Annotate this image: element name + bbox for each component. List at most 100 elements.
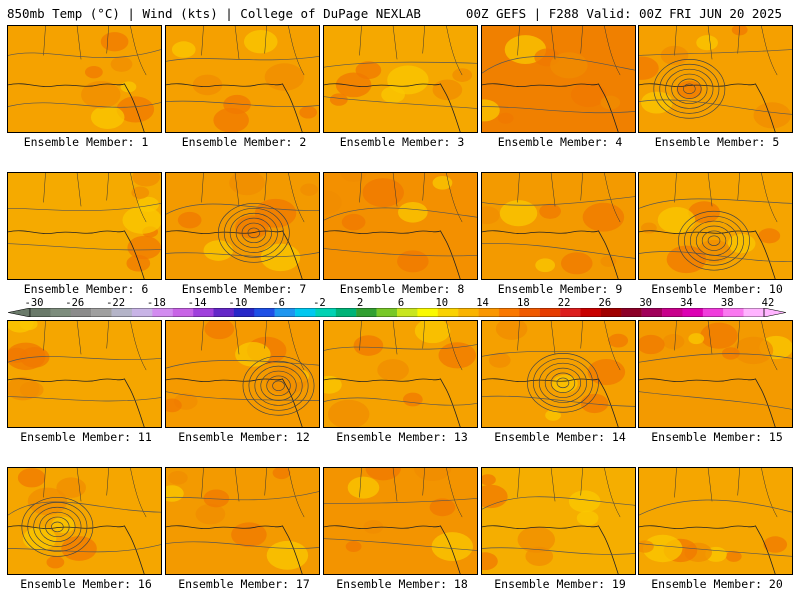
ensemble-member-map — [165, 467, 320, 575]
ensemble-member-label: Ensemble Member: 16 — [20, 577, 152, 591]
ensemble-member-label: Ensemble Member: 5 — [654, 135, 780, 149]
ensemble-member-label: Ensemble Member: 10 — [651, 282, 783, 296]
ensemble-member-map — [7, 25, 162, 133]
colorbar-swatch — [397, 308, 418, 317]
map-field — [8, 468, 161, 574]
colorbar-tick-label: -14 — [187, 297, 207, 309]
ensemble-member-label: Ensemble Member: 3 — [339, 135, 465, 149]
ensemble-member-label: Ensemble Member: 11 — [20, 430, 152, 444]
map-field — [639, 321, 792, 427]
map-field — [482, 26, 635, 132]
colorbar-max-arrow — [763, 308, 786, 317]
model-run-info: 00Z GEFS | F288 Valid: 00Z FRI JUN 20 20… — [465, 6, 782, 21]
colorbar-tick-label: -22 — [106, 297, 126, 309]
colorbar-swatch — [723, 308, 744, 317]
colorbar-tick-label: -6 — [272, 297, 285, 309]
map-title: 850mb Temp (°C) | Wind (kts) | College o… — [7, 6, 421, 21]
colorbar-swatch — [131, 308, 153, 317]
map-field — [8, 26, 161, 132]
colorbar-tick-label: -2 — [313, 297, 326, 309]
ensemble-member-map — [323, 25, 478, 133]
colorbar-swatch — [478, 308, 500, 317]
colorbar-swatch — [437, 308, 459, 317]
ensemble-member-map — [323, 320, 478, 428]
colorbar-tick-label: 26 — [598, 297, 612, 309]
colorbar-swatch — [580, 308, 602, 317]
colorbar-swatch — [295, 308, 316, 317]
colorbar-swatch — [458, 308, 479, 317]
ensemble-member-map — [481, 320, 636, 428]
colorbar-swatch — [70, 308, 92, 317]
colorbar-swatch — [233, 308, 255, 317]
colorbar-swatch — [315, 308, 337, 317]
ensemble-member-map — [7, 172, 162, 280]
colorbar-tick-label: 38 — [720, 297, 734, 309]
colorbar-swatch — [30, 308, 51, 317]
colorbar-swatch — [682, 308, 704, 317]
map-field — [324, 321, 477, 427]
colorbar-tick-label: -18 — [146, 297, 166, 309]
map-field — [324, 173, 477, 279]
colorbar-tick-label: -26 — [65, 297, 85, 309]
colorbar-swatch — [376, 308, 398, 317]
colorbar-swatch — [111, 308, 133, 317]
ensemble-member-label: Ensemble Member: 20 — [651, 577, 783, 591]
ensemble-member-map — [7, 467, 162, 575]
ensemble-member-label: Ensemble Member: 8 — [339, 282, 465, 296]
ensemble-member-map — [323, 467, 478, 575]
ensemble-member-label: Ensemble Member: 1 — [23, 135, 149, 149]
ensemble-member-label: Ensemble Member: 6 — [23, 282, 149, 296]
colorbar-tick-label: -30 — [24, 297, 44, 309]
map-field — [166, 26, 319, 132]
map-field — [8, 173, 161, 279]
map-field — [324, 26, 477, 132]
colorbar-tick-label: 10 — [435, 297, 449, 309]
colorbar-swatch — [50, 308, 71, 317]
ensemble-member-map — [165, 172, 320, 280]
colorbar-min-arrow — [8, 308, 31, 317]
colorbar-tick-label: 6 — [397, 297, 405, 309]
map-field — [8, 321, 161, 427]
map-field — [639, 468, 792, 574]
colorbar-swatch — [621, 308, 642, 317]
colorbar-swatch — [172, 308, 194, 317]
ensemble-member-label: Ensemble Member: 17 — [178, 577, 310, 591]
ensemble-member-map — [481, 25, 636, 133]
colorbar-swatch — [600, 308, 622, 317]
colorbar-swatch — [702, 308, 724, 317]
colorbar-swatch — [539, 308, 561, 317]
ensemble-member-label: Ensemble Member: 19 — [494, 577, 626, 591]
ensemble-member-map — [165, 320, 320, 428]
ensemble-member-map — [323, 172, 478, 280]
ensemble-member-label: Ensemble Member: 18 — [336, 577, 468, 591]
temperature-colorbar — [8, 308, 786, 317]
colorbar-tick-label: 18 — [517, 297, 530, 309]
map-field — [166, 173, 319, 279]
colorbar-tick-label: 42 — [761, 297, 775, 309]
map-field — [166, 468, 319, 574]
map-field — [324, 468, 477, 574]
colorbar-swatch — [560, 308, 581, 317]
colorbar-swatch — [335, 308, 357, 317]
ensemble-member-map — [481, 172, 636, 280]
colorbar-swatch — [519, 308, 540, 317]
colorbar-tick-label: 30 — [639, 297, 652, 309]
colorbar-swatch — [254, 308, 275, 317]
ensemble-member-map — [7, 320, 162, 428]
colorbar-swatch — [662, 308, 683, 317]
ensemble-member-label: Ensemble Member: 13 — [336, 430, 468, 444]
colorbar-swatch — [193, 308, 214, 317]
colorbar-swatch — [274, 308, 296, 317]
ensemble-member-label: Ensemble Member: 15 — [651, 430, 783, 444]
colorbar-swatch — [641, 308, 663, 317]
ensemble-member-map — [481, 467, 636, 575]
colorbar-tick-label: -10 — [228, 297, 248, 309]
ensemble-member-map — [638, 25, 793, 133]
ensemble-member-label: Ensemble Member: 12 — [178, 430, 310, 444]
colorbar-tick-label: 2 — [357, 297, 364, 309]
map-field — [482, 173, 635, 279]
map-field — [639, 173, 792, 279]
colorbar-swatch — [152, 308, 173, 317]
ensemble-member-label: Ensemble Member: 4 — [497, 135, 623, 149]
map-field — [482, 468, 635, 574]
